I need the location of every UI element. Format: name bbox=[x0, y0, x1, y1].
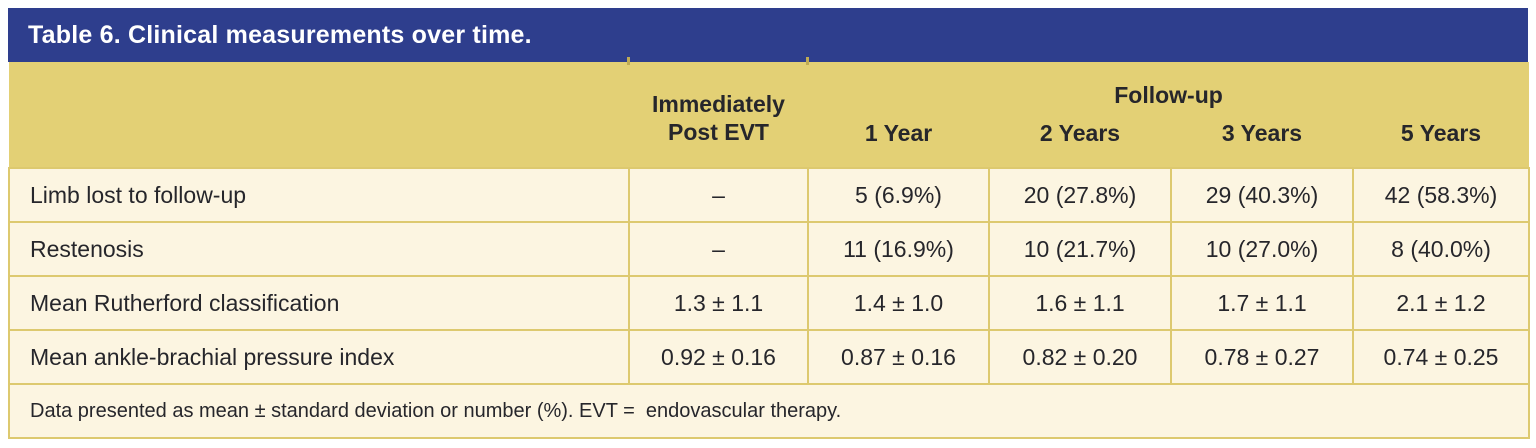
clinical-measurements-table: Immediately Post EVT Follow-up 1 Year 2 … bbox=[7, 62, 1531, 439]
cell-value: 10 (27.0%) bbox=[1170, 221, 1354, 277]
empty-corner-header-cell bbox=[9, 62, 629, 168]
cell-value: 0.92 ± 0.16 bbox=[628, 329, 809, 385]
cell-value: 5 (6.9%) bbox=[807, 167, 990, 223]
header-border-stub bbox=[627, 57, 630, 65]
row-label-restenosis: Restenosis bbox=[8, 221, 630, 277]
table-body: Limb lost to follow-up – 5 (6.9%) 20 (27… bbox=[8, 167, 1531, 385]
post-evt-line-2: Post EVT bbox=[668, 118, 769, 145]
row-label-ankle-brachial: Mean ankle-brachial pressure index bbox=[8, 329, 630, 385]
table-footnote: Data presented as mean ± standard deviat… bbox=[7, 383, 1531, 439]
cell-value: – bbox=[628, 167, 809, 223]
column-header-1-year: 1 Year bbox=[808, 118, 989, 168]
cell-value: 1.7 ± 1.1 bbox=[1170, 275, 1354, 331]
cell-value: 29 (40.3%) bbox=[1170, 167, 1354, 223]
cell-value: 0.82 ± 0.20 bbox=[988, 329, 1172, 385]
row-label-limb-lost: Limb lost to follow-up bbox=[8, 167, 630, 223]
table-row: Limb lost to follow-up – 5 (6.9%) 20 (27… bbox=[8, 167, 1531, 223]
table-row: Mean Rutherford classification 1.3 ± 1.1… bbox=[8, 275, 1531, 331]
cell-value: 0.87 ± 0.16 bbox=[807, 329, 990, 385]
post-evt-line-1: Immediately bbox=[652, 90, 785, 117]
cell-value: 20 (27.8%) bbox=[988, 167, 1172, 223]
cell-value: 0.78 ± 0.27 bbox=[1170, 329, 1354, 385]
column-header-5-years: 5 Years bbox=[1353, 118, 1530, 168]
cell-value: 42 (58.3%) bbox=[1351, 167, 1531, 223]
cell-value: 1.4 ± 1.0 bbox=[807, 275, 990, 331]
cell-value: 10 (21.7%) bbox=[988, 221, 1172, 277]
column-header-2-years: 2 Years bbox=[989, 118, 1171, 168]
cell-value: 1.6 ± 1.1 bbox=[988, 275, 1172, 331]
cell-value: 8 (40.0%) bbox=[1351, 221, 1531, 277]
column-header-followup: Follow-up bbox=[808, 62, 1530, 118]
header-border-stub bbox=[806, 57, 809, 65]
table-row: Restenosis – 11 (16.9%) 10 (21.7%) 10 (2… bbox=[8, 221, 1531, 277]
column-header-3-years: 3 Years bbox=[1171, 118, 1353, 168]
cell-value: 0.74 ± 0.25 bbox=[1351, 329, 1531, 385]
table-header: Immediately Post EVT Follow-up 1 Year 2 … bbox=[9, 62, 1530, 168]
table-footer: Data presented as mean ± standard deviat… bbox=[7, 383, 1531, 439]
table-title: Table 6. Clinical measurements over time… bbox=[28, 20, 532, 49]
table-title-bar: Table 6. Clinical measurements over time… bbox=[8, 8, 1528, 62]
table-row: Mean ankle-brachial pressure index 0.92 … bbox=[8, 329, 1531, 385]
cell-value: 11 (16.9%) bbox=[807, 221, 990, 277]
cell-value: 1.3 ± 1.1 bbox=[628, 275, 809, 331]
column-header-post-evt: Immediately Post EVT bbox=[629, 62, 808, 168]
cell-value: – bbox=[628, 221, 809, 277]
cell-value: 2.1 ± 1.2 bbox=[1351, 275, 1531, 331]
row-label-rutherford: Mean Rutherford classification bbox=[8, 275, 630, 331]
